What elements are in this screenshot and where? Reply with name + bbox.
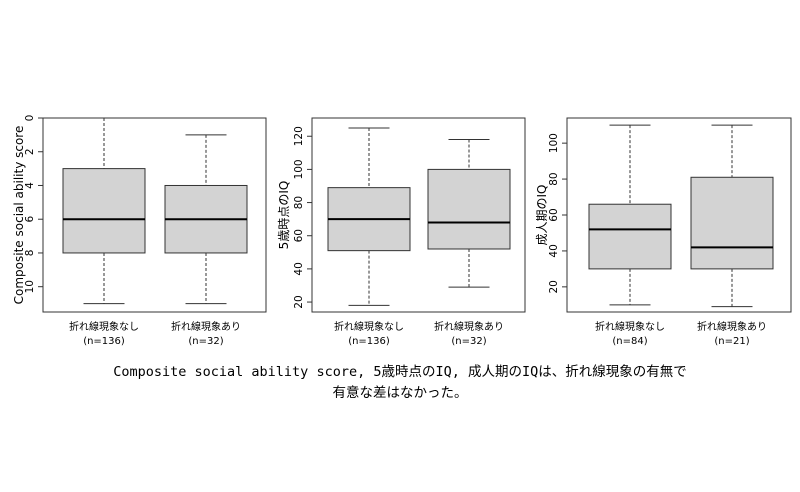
category-label: 折れ線現象なし <box>69 320 139 333</box>
box-1 <box>588 124 672 306</box>
y-tick-label: 80 <box>293 196 305 209</box>
panel-3: 20 40 60 80 100 成人期のIQ 折れ線現象なし (n=84) 折れ線現象あり (n=… <box>535 117 792 347</box>
category-n-label: (n=84) <box>612 336 647 347</box>
y-tick-label: 6 <box>24 216 36 223</box>
iqr-box <box>690 176 774 270</box>
y-tick-label: 20 <box>293 295 305 308</box>
box-1 <box>62 117 146 305</box>
y-tick-label: 40 <box>548 244 560 257</box>
plot-frame <box>311 117 526 313</box>
y-tick-label: 40 <box>293 262 305 275</box>
category-label: 折れ線現象あり <box>171 320 241 333</box>
y-tick-label: 60 <box>293 229 305 242</box>
category-label: 折れ線現象あり <box>697 320 767 333</box>
iqr-box <box>62 168 146 254</box>
y-tick-label: 80 <box>548 172 560 185</box>
y-axis-label: Composite social ability score <box>12 126 26 305</box>
plot-frame <box>42 117 267 313</box>
caption-line-1: Composite social ability score, 5歳時点のIQ,… <box>113 364 687 380</box>
box-1 <box>327 127 411 306</box>
panel-2: 20 40 60 80 100 120 5歳時点のIQ 折れ線現象なし (n=136) 折れ線現象… <box>277 117 526 347</box>
category-n-label: (n=32) <box>188 336 223 347</box>
category-label: 折れ線現象あり <box>434 320 504 333</box>
y-axis-label: 5歳時点のIQ <box>277 181 291 250</box>
y-axis-label: 成人期のIQ <box>535 185 549 246</box>
category-label: 折れ線現象なし <box>334 320 404 333</box>
category-n-label: (n=32) <box>451 336 486 347</box>
y-tick-label: 100 <box>548 133 560 153</box>
iqr-box <box>427 168 511 250</box>
iqr-box <box>588 203 672 270</box>
category-label: 折れ線現象なし <box>595 320 665 333</box>
category-n-label: (n=136) <box>348 336 390 347</box>
y-tick-label: 60 <box>548 208 560 221</box>
y-tick-label: 20 <box>548 280 560 293</box>
y-tick-label: 0 <box>24 115 36 122</box>
y-tick-label: 4 <box>24 182 36 189</box>
caption-line-2: 有意な差はなかった。 <box>332 385 468 401</box>
y-tick-label: 10 <box>24 280 36 293</box>
box-2 <box>690 124 774 308</box>
box-2 <box>427 139 511 288</box>
y-tick-label: 120 <box>293 126 305 146</box>
y-tick-label: 100 <box>293 159 305 179</box>
category-n-label: (n=21) <box>714 336 749 347</box>
y-tick-label: 8 <box>24 250 36 257</box>
category-n-label: (n=136) <box>83 336 125 347</box>
box-2 <box>164 134 248 305</box>
y-tick-label: 2 <box>24 148 36 155</box>
